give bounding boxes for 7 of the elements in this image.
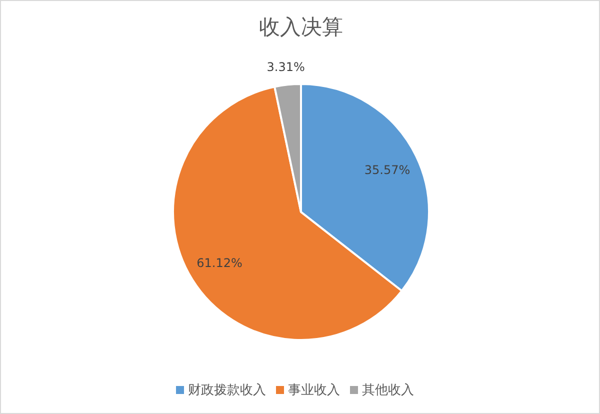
legend-label: 财政拨款收入 [188, 383, 266, 398]
chart-title: 收入决算 [258, 14, 344, 41]
legend-label: 其他收入 [362, 383, 414, 398]
legend-label: 事业收入 [288, 383, 340, 398]
data-label: 61.12% [196, 256, 242, 270]
data-label: 35.57% [364, 162, 410, 177]
data-label: 3.31% [266, 60, 305, 74]
